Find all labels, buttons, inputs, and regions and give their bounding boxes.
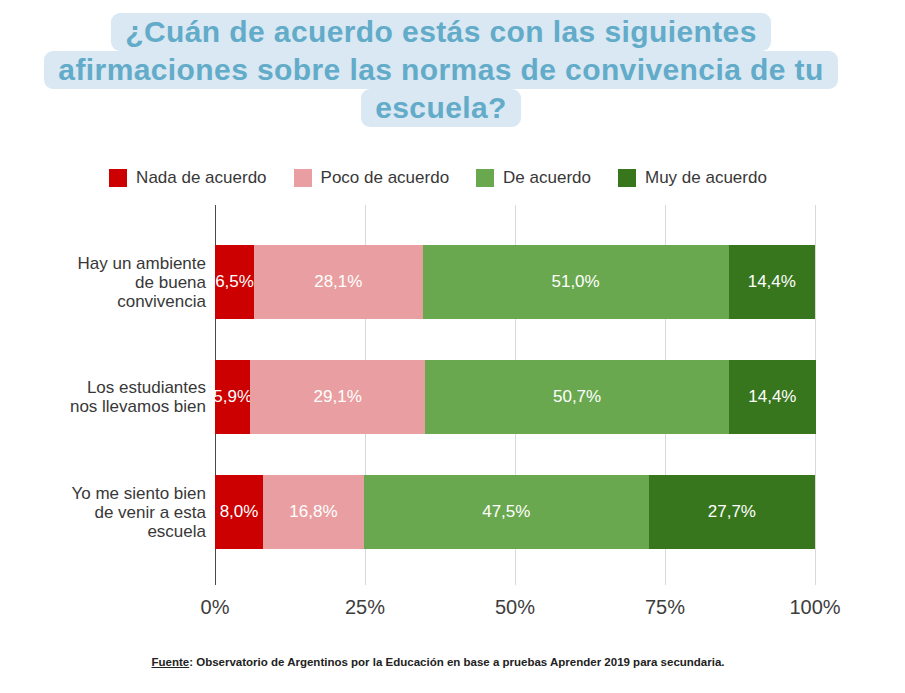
x-tick-label: 50% <box>495 596 535 619</box>
category-label: Yo me siento biende venir a estaescuela <box>71 484 206 541</box>
bar-value-label: 47,5% <box>482 502 530 522</box>
legend-swatch-icon <box>294 169 312 187</box>
source-note: Fuente: Observatorio de Argentinos por l… <box>0 656 876 668</box>
title-line-1: ¿Cuán de acuerdo estás con las siguiente… <box>111 13 771 51</box>
bar-value-label: 50,7% <box>553 387 601 407</box>
x-tick-label: 100% <box>789 596 840 619</box>
legend-item-1: Nada de acuerdo <box>109 168 266 188</box>
title-line-2: afirmaciones sobre las normas de convive… <box>44 51 837 89</box>
legend-label: Nada de acuerdo <box>136 168 266 188</box>
bar-segment: 5,9% <box>215 360 250 434</box>
bar-value-label: 27,7% <box>708 502 756 522</box>
bar-segment: 6,5% <box>215 245 254 319</box>
source-text: : Observatorio de Argentinos por la Educ… <box>189 656 724 668</box>
bar-value-label: 16,8% <box>289 502 337 522</box>
bar-value-label: 29,1% <box>314 387 362 407</box>
bar-value-label: 14,4% <box>748 272 796 292</box>
legend-item-2: Poco de acuerdo <box>294 168 450 188</box>
bar-row: 8,0% 16,8% 47,5% 27,7% <box>215 475 815 549</box>
legend-label: Poco de acuerdo <box>321 168 450 188</box>
x-tick-label: 75% <box>645 596 685 619</box>
bar-segment: 28,1% <box>254 245 423 319</box>
x-tick-label: 25% <box>345 596 385 619</box>
category-label: Los estudiantesnos llevamos bien <box>70 378 206 416</box>
category-labels: Hay un ambientede buenaconvivencia Los es… <box>0 205 206 585</box>
source-label: Fuente <box>151 656 189 668</box>
bar-segment: 51,0% <box>423 245 729 319</box>
legend: Nada de acuerdo Poco de acuerdo De acuerdo… <box>0 168 876 188</box>
chart-title: ¿Cuán de acuerdo estás con las siguiente… <box>0 13 882 127</box>
bar-value-label: 8,0% <box>220 502 259 522</box>
bar-segment: 27,7% <box>649 475 815 549</box>
bar-row: 5,9% 29,1% 50,7% 14,4% <box>215 360 816 434</box>
bar-value-label: 5,9% <box>213 387 252 407</box>
legend-swatch-icon <box>109 169 127 187</box>
bar-value-label: 14,4% <box>748 387 796 407</box>
chart-figure: ¿Cuán de acuerdo estás con las siguiente… <box>0 0 905 693</box>
title-line-3: escuela? <box>361 89 521 127</box>
bar-value-label: 28,1% <box>314 272 362 292</box>
bar-segment: 16,8% <box>263 475 364 549</box>
category-label: Hay un ambientede buenaconvivencia <box>77 254 206 311</box>
bar-value-label: 6,5% <box>215 272 254 292</box>
bar-segment: 8,0% <box>215 475 263 549</box>
legend-item-4: Muy de acuerdo <box>618 168 767 188</box>
bar-segment: 29,1% <box>250 360 425 434</box>
legend-item-3: De acuerdo <box>476 168 591 188</box>
legend-swatch-icon <box>618 169 636 187</box>
bar-row: 6,5% 28,1% 51,0% 14,4% <box>215 245 815 319</box>
bar-value-label: 51,0% <box>551 272 599 292</box>
bar-segment: 47,5% <box>364 475 649 549</box>
legend-label: De acuerdo <box>503 168 591 188</box>
bar-segment: 50,7% <box>425 360 729 434</box>
plot-area: 0%25%50%75%100%6,5%28,1%51,0%14,4%5,9%29… <box>215 205 815 585</box>
bar-segment: 14,4% <box>729 360 815 434</box>
legend-swatch-icon <box>476 169 494 187</box>
legend-label: Muy de acuerdo <box>645 168 767 188</box>
x-tick-label: 0% <box>201 596 230 619</box>
bar-segment: 14,4% <box>729 245 815 319</box>
